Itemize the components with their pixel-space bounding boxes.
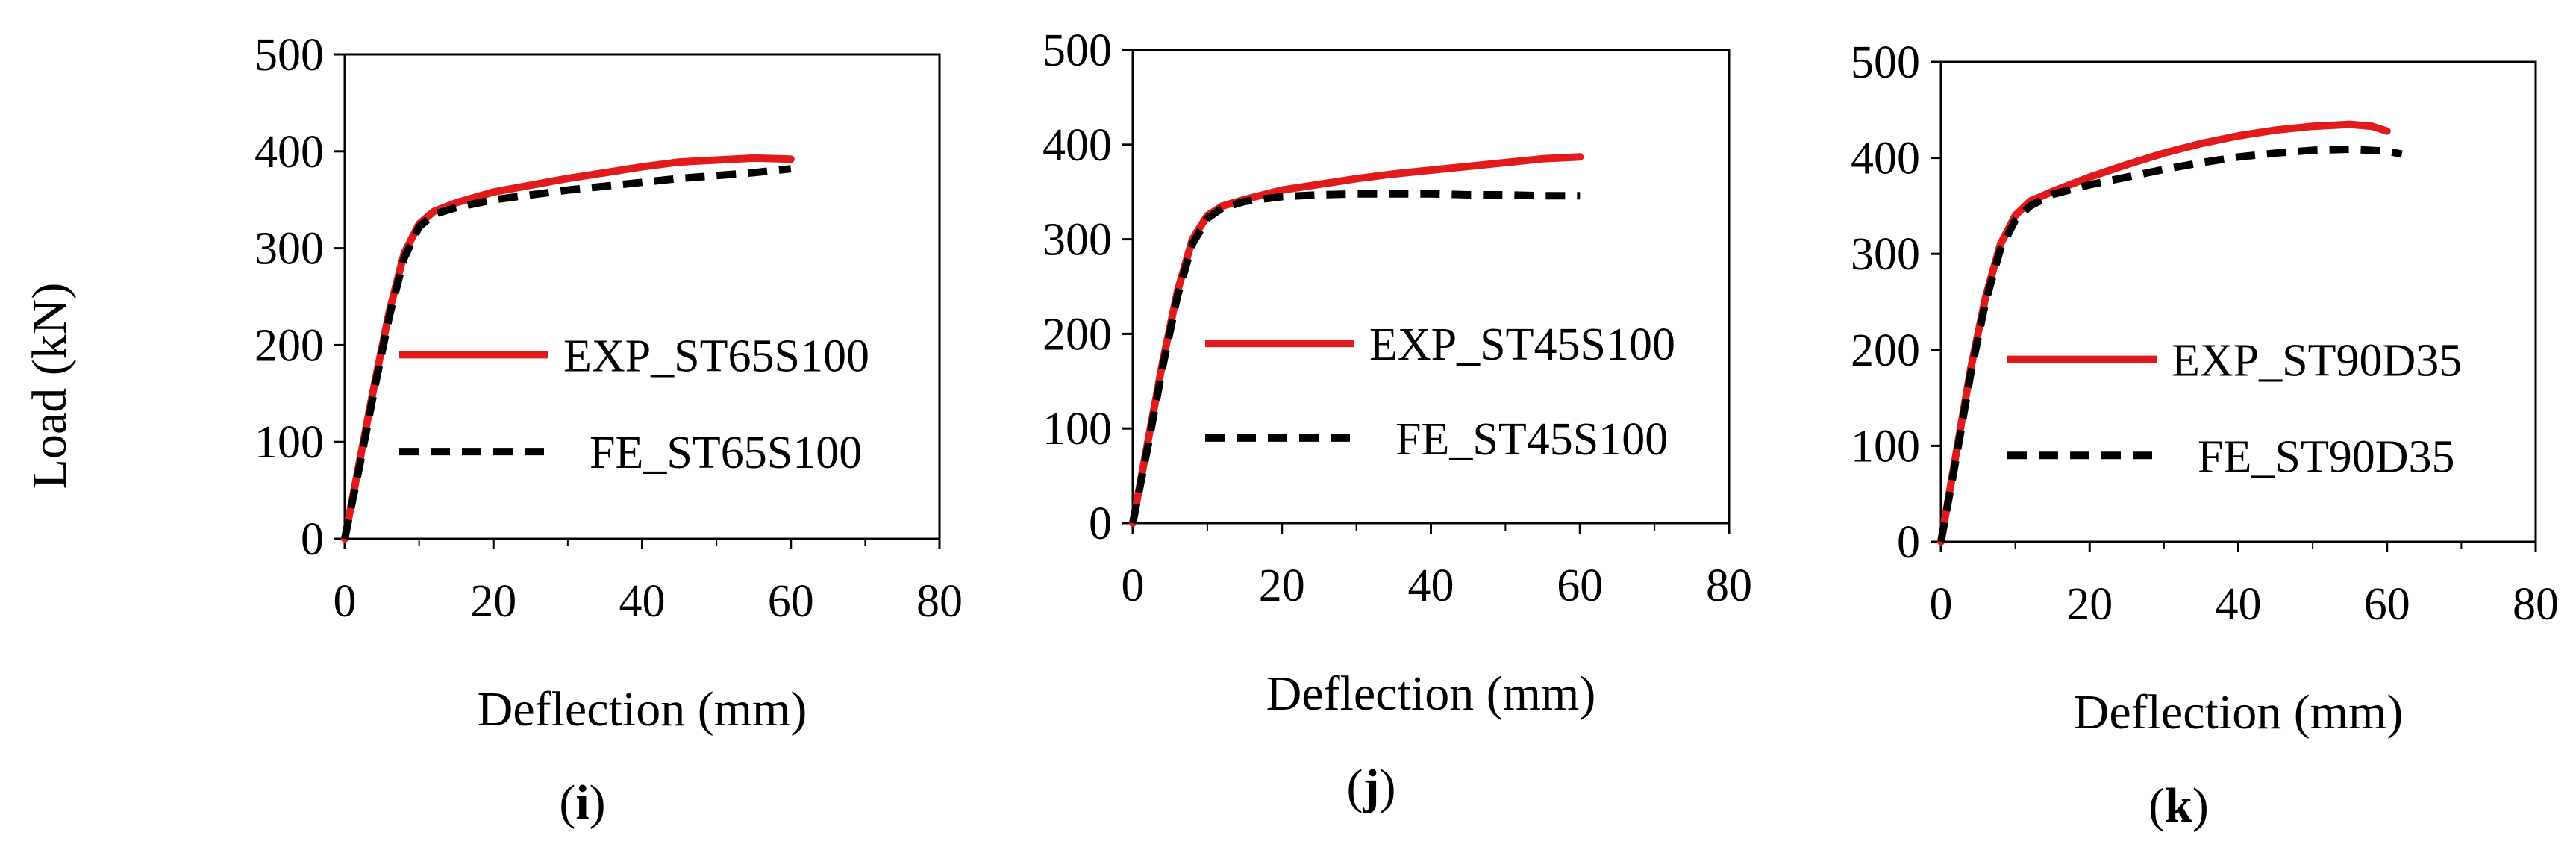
panel-caption: (j): [1347, 760, 1396, 814]
series-line-exp: [1129, 153, 1584, 527]
panel-caption-letter: i: [575, 775, 589, 830]
chart-panel-k: 0 100 200 300 400 500 0 20 40 60 80 Deflection (mm)…: [1851, 37, 2559, 833]
x-tick-label: 80: [916, 576, 963, 627]
panel-caption-close: ): [2192, 778, 2209, 833]
y-tick-label: 300: [1042, 215, 1112, 266]
series-line-fe: [1937, 146, 2403, 543]
legend-label-exp: EXP_ST65S100: [563, 331, 869, 381]
y-tick-label: 300: [1851, 229, 1920, 280]
x-tick-label: 40: [1408, 560, 1454, 611]
x-tick-label: 0: [334, 576, 357, 627]
y-tick-label: 200: [1042, 309, 1112, 360]
y-tick-label: 200: [254, 320, 324, 371]
y-tick-label: 300: [254, 224, 324, 275]
panel-caption-close: ): [1379, 760, 1395, 814]
legend-label-exp: EXP_ST45S100: [1369, 319, 1675, 370]
panel-caption-letter: k: [2165, 778, 2192, 833]
x-axis-title: Deflection (mm): [478, 682, 807, 737]
y-tick-label: 500: [1042, 25, 1112, 76]
y-axis-title: Load (kN): [22, 283, 77, 490]
x-tick-label: 60: [1557, 560, 1603, 611]
panel-caption-close: ): [590, 775, 606, 830]
y-tick-label: 100: [1851, 421, 1920, 472]
x-tick-label: 0: [1122, 560, 1145, 611]
series-line-fe: [1129, 190, 1581, 524]
x-tick-label: 40: [2216, 579, 2262, 630]
legend-label-exp: EXP_ST90D35: [2172, 336, 2462, 387]
y-tick-label: 400: [1042, 120, 1112, 171]
panel-caption-open: (: [2148, 778, 2165, 833]
panel-caption-letter: j: [1363, 760, 1380, 814]
panel-caption-open: (: [559, 775, 575, 830]
x-tick-label: 0: [1930, 579, 1953, 630]
y-tick-label: 100: [1042, 404, 1112, 454]
y-tick-label: 200: [1851, 325, 1920, 376]
y-tick-label: 100: [254, 417, 324, 468]
panel-caption: (k): [2148, 778, 2209, 833]
y-tick-label: 0: [1089, 499, 1112, 549]
panel-caption: (i): [559, 775, 605, 830]
x-tick-label: 40: [619, 576, 666, 627]
chart-panel-j: 0 100 200 300 400 500 0 20 40 60 80 Deflection (mm)…: [1042, 25, 1752, 814]
x-tick-label: 20: [2066, 579, 2113, 630]
legend-label-fe: FE_ST90D35: [2198, 431, 2454, 482]
x-tick-label: 80: [1706, 560, 1752, 611]
x-axis-title: Deflection (mm): [1266, 666, 1596, 721]
x-tick-label: 60: [768, 576, 814, 627]
x-axis-title: Deflection (mm): [2074, 685, 2404, 740]
x-tick-label: 20: [1259, 560, 1305, 611]
chart-panel-i: 0 100 200 300 400 500 0 20 40 60 80 Deflection (mm)…: [254, 30, 963, 830]
x-tick-label: 60: [2364, 579, 2410, 630]
legend-label-fe: FE_ST45S100: [1395, 414, 1668, 465]
series-line-fe: [341, 165, 792, 540]
panel-caption-open: (: [1347, 760, 1363, 814]
y-tick-label: 0: [1897, 517, 1920, 568]
legend-label-fe: FE_ST65S100: [590, 428, 862, 478]
x-tick-label: 80: [2513, 579, 2559, 630]
y-tick-label: 400: [254, 127, 324, 178]
x-tick-label: 20: [470, 576, 516, 627]
y-tick-label: 500: [254, 30, 324, 81]
y-tick-label: 0: [301, 514, 324, 565]
y-tick-label: 500: [1851, 37, 1920, 88]
y-tick-label: 400: [1851, 134, 1920, 184]
